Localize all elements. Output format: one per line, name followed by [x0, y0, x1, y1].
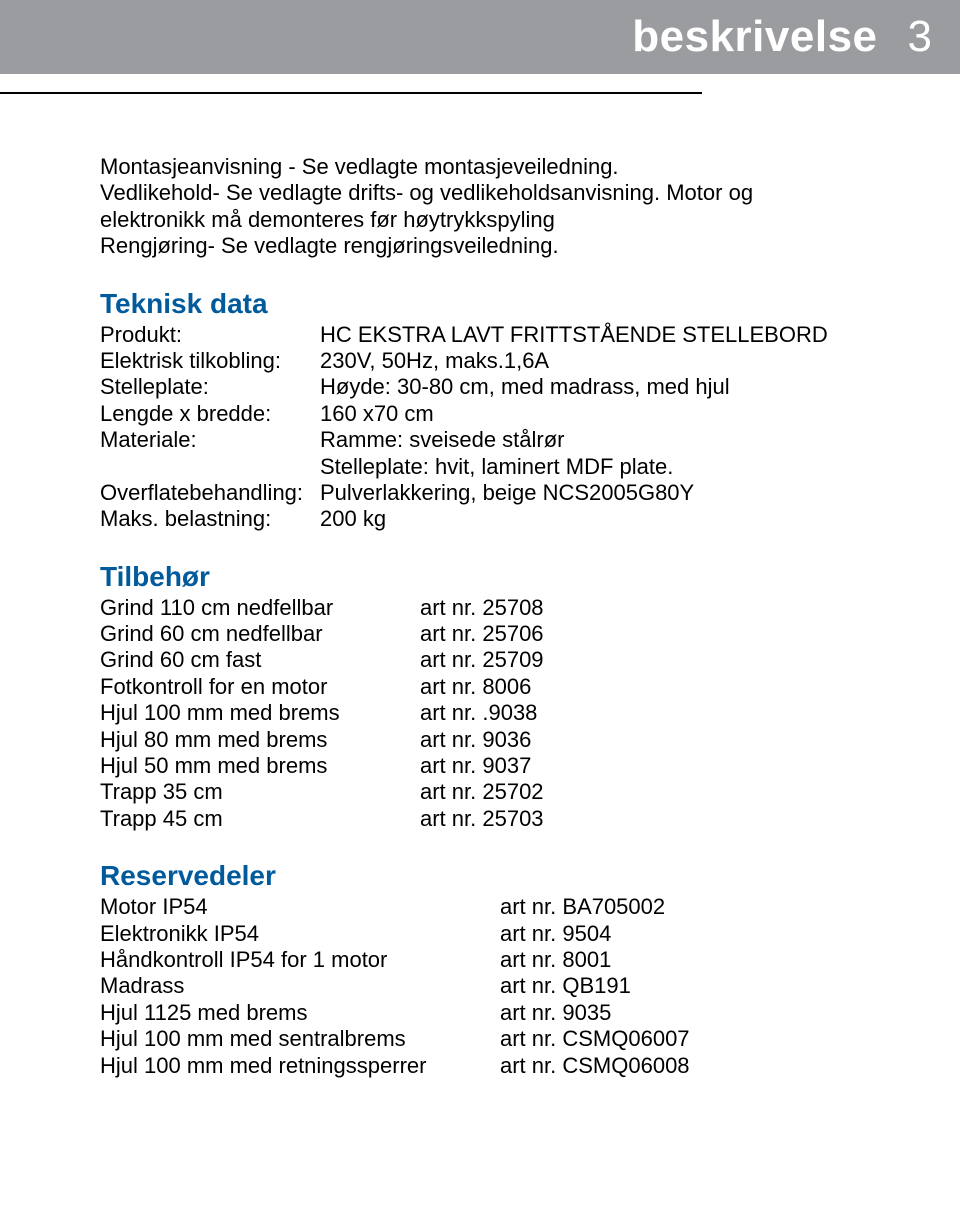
section-heading-reservedeler: Reservedeler [100, 860, 880, 892]
td-value: Ramme: sveisede stålrør [320, 427, 880, 453]
item-name: Fotkontroll for en motor [100, 674, 420, 700]
item-art: art nr. BA705002 [500, 894, 665, 920]
item-name: Grind 110 cm nedfellbar [100, 595, 420, 621]
item-name: Hjul 80 mm med brems [100, 727, 420, 753]
table-row: Hjul 100 mm med retningssperrerart nr. C… [100, 1053, 880, 1079]
td-label: Lengde x bredde: [100, 401, 320, 427]
item-name: Hjul 1125 med brems [100, 1000, 500, 1026]
header-title: beskrivelse [632, 12, 877, 62]
item-name: Madrass [100, 973, 500, 999]
td-label [100, 454, 320, 480]
table-row: Trapp 45 cmart nr. 25703 [100, 806, 880, 832]
table-row: Håndkontroll IP54 for 1 motorart nr. 800… [100, 947, 880, 973]
td-label: Stelleplate: [100, 374, 320, 400]
table-row: Trapp 35 cmart nr. 25702 [100, 779, 880, 805]
td-label: Overflatebehandling: [100, 480, 320, 506]
item-art: art nr. 8001 [500, 947, 611, 973]
table-row: Grind 110 cm nedfellbarart nr. 25708 [100, 595, 880, 621]
td-label: Materiale: [100, 427, 320, 453]
reservedeler-table: Motor IP54art nr. BA705002 Elektronikk I… [100, 894, 880, 1079]
table-row: Maks. belastning:200 kg [100, 506, 880, 532]
item-art: art nr. 25703 [420, 806, 544, 832]
td-value: Høyde: 30-80 cm, med madrass, med hjul [320, 374, 880, 400]
table-row: Elektrisk tilkobling:230V, 50Hz, maks.1,… [100, 348, 880, 374]
item-name: Hjul 100 mm med sentralbrems [100, 1026, 500, 1052]
table-row: Overflatebehandling:Pulverlakkering, bei… [100, 480, 880, 506]
document-page: beskrivelse 3 Montasjeanvisning - Se ved… [0, 0, 960, 1119]
td-value: HC EKSTRA LAVT FRITTSTÅENDE STELLEBORD [320, 322, 880, 348]
tilbehor-table: Grind 110 cm nedfellbarart nr. 25708 Gri… [100, 595, 880, 833]
item-art: art nr. 9035 [500, 1000, 611, 1026]
table-row: Lengde x bredde:160 x70 cm [100, 401, 880, 427]
td-value: Pulverlakkering, beige NCS2005G80Y [320, 480, 880, 506]
item-name: Motor IP54 [100, 894, 500, 920]
header-band: beskrivelse 3 [0, 0, 960, 74]
table-row: Hjul 1125 med bremsart nr. 9035 [100, 1000, 880, 1026]
table-row: Stelleplate:Høyde: 30-80 cm, med madrass… [100, 374, 880, 400]
item-name: Elektronikk IP54 [100, 921, 500, 947]
table-row: Hjul 100 mm med sentralbremsart nr. CSMQ… [100, 1026, 880, 1052]
item-art: art nr. 25702 [420, 779, 544, 805]
item-art: art nr. 25708 [420, 595, 544, 621]
table-row: Fotkontroll for en motorart nr. 8006 [100, 674, 880, 700]
item-name: Grind 60 cm nedfellbar [100, 621, 420, 647]
item-name: Håndkontroll IP54 for 1 motor [100, 947, 500, 973]
item-name: Grind 60 cm fast [100, 647, 420, 673]
section-heading-tilbehor: Tilbehør [100, 561, 880, 593]
td-value: 160 x70 cm [320, 401, 880, 427]
table-row: Hjul 50 mm med bremsart nr. 9037 [100, 753, 880, 779]
td-label: Elektrisk tilkobling: [100, 348, 320, 374]
table-row: Elektronikk IP54art nr. 9504 [100, 921, 880, 947]
item-name: Trapp 35 cm [100, 779, 420, 805]
intro-line: Vedlikehold- Se vedlagte drifts- og vedl… [100, 180, 880, 206]
table-row: Motor IP54art nr. BA705002 [100, 894, 880, 920]
intro-line: Rengjøring- Se vedlagte rengjøringsveile… [100, 233, 880, 259]
intro-line: elektronikk må demonteres før høytrykksp… [100, 207, 880, 233]
item-art: art nr. .9038 [420, 700, 537, 726]
item-name: Trapp 45 cm [100, 806, 420, 832]
item-art: art nr. 8006 [420, 674, 531, 700]
td-value: 200 kg [320, 506, 880, 532]
item-art: art nr. CSMQ06007 [500, 1026, 690, 1052]
table-row: Materiale:Ramme: sveisede stålrør [100, 427, 880, 453]
item-art: art nr. 25706 [420, 621, 544, 647]
item-art: art nr. CSMQ06008 [500, 1053, 690, 1079]
intro-line: Montasjeanvisning - Se vedlagte montasje… [100, 154, 880, 180]
teknisk-data-table: Produkt:HC EKSTRA LAVT FRITTSTÅENDE STEL… [100, 322, 880, 533]
td-value: Stelleplate: hvit, laminert MDF plate. [320, 454, 880, 480]
table-row: Produkt:HC EKSTRA LAVT FRITTSTÅENDE STEL… [100, 322, 880, 348]
td-label: Produkt: [100, 322, 320, 348]
content-area: Montasjeanvisning - Se vedlagte montasje… [0, 94, 960, 1119]
table-row: Hjul 100 mm med bremsart nr. .9038 [100, 700, 880, 726]
item-name: Hjul 100 mm med brems [100, 700, 420, 726]
table-row: Stelleplate: hvit, laminert MDF plate. [100, 454, 880, 480]
item-art: art nr. 9504 [500, 921, 611, 947]
table-row: Hjul 80 mm med bremsart nr. 9036 [100, 727, 880, 753]
td-value: 230V, 50Hz, maks.1,6A [320, 348, 880, 374]
header-page-number: 3 [908, 12, 932, 62]
table-row: Madrassart nr. QB191 [100, 973, 880, 999]
item-name: Hjul 100 mm med retningssperrer [100, 1053, 500, 1079]
table-row: Grind 60 cm fastart nr. 25709 [100, 647, 880, 673]
item-art: art nr. 25709 [420, 647, 544, 673]
item-art: art nr. 9037 [420, 753, 531, 779]
intro-block: Montasjeanvisning - Se vedlagte montasje… [100, 154, 880, 260]
section-heading-teknisk: Teknisk data [100, 288, 880, 320]
item-name: Hjul 50 mm med brems [100, 753, 420, 779]
item-art: art nr. QB191 [500, 973, 631, 999]
table-row: Grind 60 cm nedfellbarart nr. 25706 [100, 621, 880, 647]
td-label: Maks. belastning: [100, 506, 320, 532]
item-art: art nr. 9036 [420, 727, 531, 753]
